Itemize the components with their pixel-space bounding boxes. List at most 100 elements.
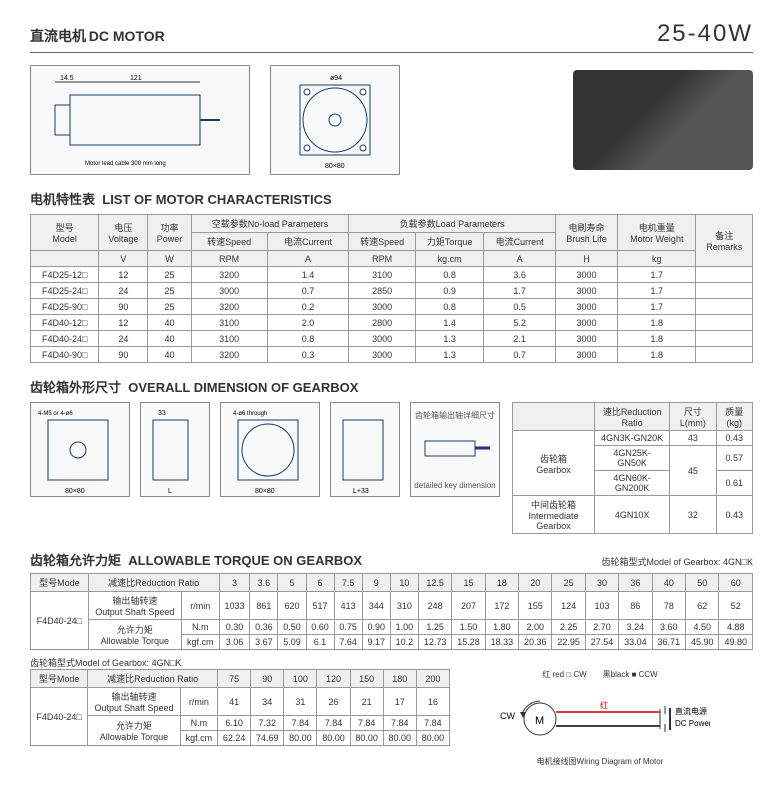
h-b-en: Brush Life: [566, 234, 607, 244]
tq-ml-cn: 齿轮箱型式: [601, 557, 646, 567]
motor-side-diagram: 14.5121 Motor lead cable 300 mm long: [30, 65, 250, 175]
gbr0s: 43: [670, 431, 716, 446]
gbt-mass: 质量(kg): [716, 403, 752, 431]
u-a1: A: [267, 251, 349, 267]
char-cell: 3000: [191, 283, 267, 299]
h-c1-cn: 电流: [284, 237, 302, 247]
h-w-en: Motor Weight: [630, 234, 683, 244]
char-cell: 2800: [349, 315, 416, 331]
gearbox-diagrams: 80×804-M5 or 4-ø6 L33 80×804-ø6 through …: [30, 402, 500, 534]
h-r-cn: 备注: [715, 231, 733, 241]
char-cell: 3000: [555, 331, 617, 347]
gbt-int-en: Intermediate Gearbox: [528, 511, 578, 531]
char-cell: 3200: [191, 347, 267, 363]
torque-section: 齿轮箱允许力矩 ALLOWABLE TORQUE ON GEARBOX 齿轮箱型…: [30, 542, 753, 767]
gb-title-en: OVERALL DIMENSION OF GEARBOX: [128, 380, 358, 395]
char-cell: 0.5: [484, 299, 556, 315]
char-cell: 1.7: [484, 283, 556, 299]
char-cell: F4D40-24□: [31, 331, 99, 347]
gbt-size: 尺寸L(mm): [670, 403, 716, 431]
char-cell: 3200: [191, 267, 267, 283]
char-cell: 1.3: [415, 347, 483, 363]
leg-red: 红 red: [542, 670, 564, 679]
char-cell: F4D40-90□: [31, 347, 99, 363]
h-t-en: Torque: [445, 237, 473, 247]
h-model-en: Model: [52, 234, 77, 244]
gearbox-diag-4: L+33: [330, 402, 400, 497]
h-c1-en: Current: [302, 237, 332, 247]
u-h: H: [555, 251, 617, 267]
char-cell: 40: [148, 331, 191, 347]
char-cell: 0.7: [484, 347, 556, 363]
char-cell: 25: [148, 267, 191, 283]
wiring-svg: M CW 红 直流电源DC Power: [490, 684, 710, 754]
motor-front-svg: 80×80 ø94: [275, 70, 395, 170]
h-s1-cn: 转速: [207, 237, 225, 247]
gbr0m: 0.43: [716, 431, 752, 446]
svg-text:L: L: [168, 488, 172, 495]
torque-table-2: 型号Mode减速比Reduction Ratio7590100120150180…: [30, 669, 450, 746]
char-cell: 3000: [555, 315, 617, 331]
u-rpm2: RPM: [349, 251, 416, 267]
u-w: W: [148, 251, 191, 267]
char-cell: 1.8: [618, 331, 696, 347]
char-cell: 3100: [191, 331, 267, 347]
svg-text:14.5: 14.5: [60, 75, 74, 82]
char-cell: 24: [99, 331, 148, 347]
svg-text:33: 33: [158, 410, 166, 417]
char-title-cn: 电机特性表: [30, 192, 95, 207]
char-cell: 3100: [191, 315, 267, 331]
char-cell: 24: [99, 283, 148, 299]
svg-text:ø94: ø94: [330, 75, 342, 82]
leg-black: 黑black: [603, 670, 630, 679]
gearbox-diag-3: 80×804-ø6 through: [220, 402, 320, 497]
gbt-ratio-en: Reduction Ratio: [621, 407, 662, 428]
char-cell: 25: [148, 283, 191, 299]
svg-text:4-ø6 through: 4-ø6 through: [233, 411, 267, 417]
title-cn: 直流电机: [30, 28, 86, 44]
title-en: DC MOTOR: [89, 28, 165, 44]
h-s1-en: Speed: [225, 237, 251, 247]
h-r-en: Remarks: [706, 242, 742, 252]
h-c2-en: Current: [514, 237, 544, 247]
char-cell: 3000: [349, 331, 416, 347]
page-header: 直流电机 DC MOTOR 25-40W: [30, 20, 753, 53]
char-cell: 3000: [349, 299, 416, 315]
power-range: 25-40W: [657, 20, 753, 48]
char-cell: 3000: [349, 347, 416, 363]
tq-ml2-en: Model of Gearbox:: [75, 658, 149, 668]
u-kgcm: kg.cm: [415, 251, 483, 267]
tq-m2: 4GN□K: [152, 658, 182, 668]
motor-photo: [573, 70, 753, 170]
char-cell: 0.7: [267, 283, 349, 299]
gearbox-diag-5: 齿轮箱输出轴详细尺寸 detailed key dimension: [410, 402, 500, 497]
gb-title-cn: 齿轮箱外形尺寸: [30, 380, 121, 395]
leg-cw: CW: [573, 670, 586, 679]
gearbox-title: 齿轮箱外形尺寸 OVERALL DIMENSION OF GEARBOX: [30, 377, 753, 396]
char-remark: [696, 299, 753, 315]
h-model-cn: 型号: [56, 223, 74, 233]
char-cell: 2.1: [484, 331, 556, 347]
char-cell: 40: [148, 347, 191, 363]
wire-cap-en: Wiring Diagram of Motor: [577, 757, 664, 766]
char-remark: [696, 283, 753, 299]
char-cell: F4D40-12□: [31, 315, 99, 331]
u-v: V: [99, 251, 148, 267]
char-cell: F4D25-24□: [31, 283, 99, 299]
gearbox-section: 80×804-M5 or 4-ø6 L33 80×804-ø6 through …: [30, 402, 753, 534]
tq-m1: 4GN□K: [723, 557, 753, 567]
h-v-cn: 电压: [114, 223, 132, 233]
gbt-ratio-cn: 速比: [603, 407, 621, 417]
char-cell: 1.7: [618, 283, 696, 299]
tq-ml2-cn: 齿轮箱型式: [30, 658, 75, 668]
h-b-cn: 电刷寿命: [569, 223, 605, 233]
char-cell: 2850: [349, 283, 416, 299]
char-cell: 0.8: [267, 331, 349, 347]
char-remark: [696, 331, 753, 347]
h-nl-en: No-load Parameters: [248, 219, 329, 229]
gbt-gb-cn: 齿轮箱: [540, 454, 567, 464]
svg-text:121: 121: [130, 75, 142, 82]
leg-ccw: CCW: [639, 670, 658, 679]
svg-text:80×80: 80×80: [325, 163, 345, 170]
char-remark: [696, 315, 753, 331]
